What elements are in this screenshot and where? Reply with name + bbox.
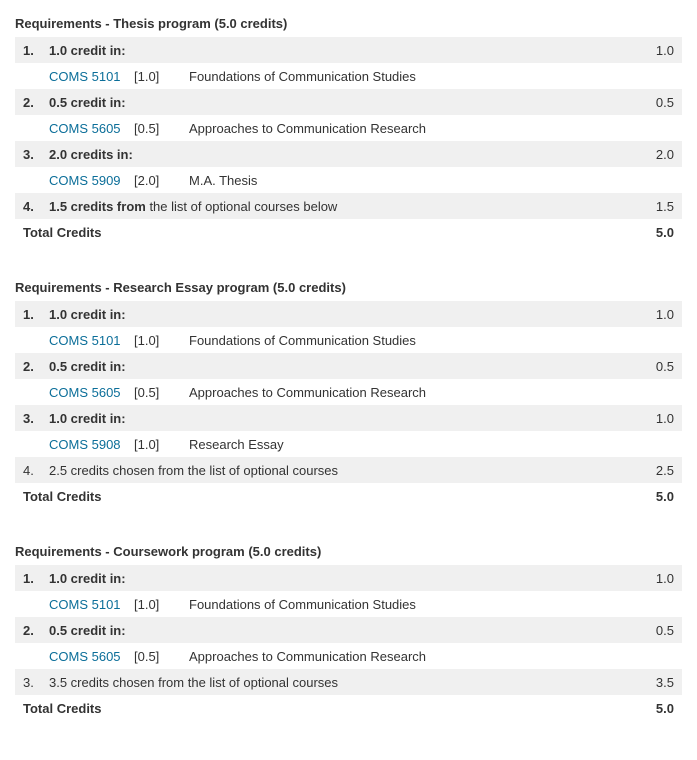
course-row: COMS 5101[1.0]Foundations of Communicati…: [15, 63, 682, 89]
course-code-link[interactable]: COMS 5605: [49, 385, 134, 400]
requirement-number: 4.: [23, 463, 49, 478]
course-unit: [1.0]: [134, 597, 189, 612]
requirements-container: Requirements - Thesis program (5.0 credi…: [15, 10, 682, 722]
requirement-note-label: 1.5 credits from the list of optional co…: [49, 199, 614, 214]
requirement-credit: 1.0: [614, 411, 674, 426]
requirement-number: 3.: [23, 147, 49, 162]
course-unit: [0.5]: [134, 121, 189, 136]
course-unit: [1.0]: [134, 69, 189, 84]
course-row: COMS 5909[2.0]M.A. Thesis: [15, 167, 682, 193]
requirement-number: 1.: [23, 307, 49, 322]
course-row: COMS 5101[1.0]Foundations of Communicati…: [15, 327, 682, 353]
total-credits-value: 5.0: [614, 225, 674, 240]
course-name: M.A. Thesis: [189, 173, 674, 188]
course-unit: [0.5]: [134, 385, 189, 400]
section-title: Requirements - Research Essay program (5…: [15, 274, 682, 301]
course-code-link[interactable]: COMS 5605: [49, 121, 134, 136]
requirement-label: 0.5 credit in:: [49, 359, 614, 374]
requirement-number: 4.: [23, 199, 49, 214]
course-name: Foundations of Communication Studies: [189, 69, 674, 84]
course-name: Research Essay: [189, 437, 674, 452]
course-row: COMS 5908[1.0]Research Essay: [15, 431, 682, 457]
requirements-section: Requirements - Thesis program (5.0 credi…: [15, 10, 682, 246]
course-name: Approaches to Communication Research: [189, 121, 674, 136]
requirement-label: 1.0 credit in:: [49, 43, 614, 58]
requirements-section: Requirements - Coursework program (5.0 c…: [15, 538, 682, 722]
course-name: Approaches to Communication Research: [189, 385, 674, 400]
requirement-credit: 0.5: [614, 359, 674, 374]
requirement-label: 1.0 credit in:: [49, 307, 614, 322]
section-title: Requirements - Thesis program (5.0 credi…: [15, 10, 682, 37]
requirement-credit: 1.0: [614, 307, 674, 322]
section-title: Requirements - Coursework program (5.0 c…: [15, 538, 682, 565]
total-credits-label: Total Credits: [23, 489, 614, 504]
course-row: COMS 5101[1.0]Foundations of Communicati…: [15, 591, 682, 617]
course-unit: [2.0]: [134, 173, 189, 188]
requirement-row: 3.2.0 credits in:2.0: [15, 141, 682, 167]
requirement-note-row: 4.1.5 credits from the list of optional …: [15, 193, 682, 219]
total-credits-row: Total Credits5.0: [15, 695, 682, 722]
course-code-link[interactable]: COMS 5101: [49, 333, 134, 348]
requirement-label: 1.0 credit in:: [49, 411, 614, 426]
requirement-label: 1.0 credit in:: [49, 571, 614, 586]
requirement-number: 2.: [23, 623, 49, 638]
total-credits-label: Total Credits: [23, 225, 614, 240]
requirement-note-row: 4.2.5 credits chosen from the list of op…: [15, 457, 682, 483]
requirement-row: 1.1.0 credit in:1.0: [15, 37, 682, 63]
requirement-number: 1.: [23, 43, 49, 58]
requirements-section: Requirements - Research Essay program (5…: [15, 274, 682, 510]
course-row: COMS 5605[0.5]Approaches to Communicatio…: [15, 379, 682, 405]
requirement-credit: 1.0: [614, 43, 674, 58]
total-credits-value: 5.0: [614, 701, 674, 716]
requirement-label: 2.0 credits in:: [49, 147, 614, 162]
requirement-credit: 1.5: [614, 199, 674, 214]
course-name: Approaches to Communication Research: [189, 649, 674, 664]
requirement-number: 3.: [23, 675, 49, 690]
requirement-credit: 2.5: [614, 463, 674, 478]
course-code-link[interactable]: COMS 5908: [49, 437, 134, 452]
requirement-number: 2.: [23, 95, 49, 110]
course-unit: [0.5]: [134, 649, 189, 664]
requirement-note-label: 3.5 credits chosen from the list of opti…: [49, 675, 614, 690]
total-credits-value: 5.0: [614, 489, 674, 504]
requirement-row: 1.1.0 credit in:1.0: [15, 565, 682, 591]
requirement-label: 0.5 credit in:: [49, 623, 614, 638]
requirement-label: 0.5 credit in:: [49, 95, 614, 110]
requirement-row: 2.0.5 credit in:0.5: [15, 617, 682, 643]
requirement-row: 2.0.5 credit in:0.5: [15, 353, 682, 379]
course-name: Foundations of Communication Studies: [189, 597, 674, 612]
course-code-link[interactable]: COMS 5101: [49, 69, 134, 84]
requirement-number: 3.: [23, 411, 49, 426]
requirement-number: 2.: [23, 359, 49, 374]
requirement-note-row: 3.3.5 credits chosen from the list of op…: [15, 669, 682, 695]
requirement-credit: 2.0: [614, 147, 674, 162]
course-unit: [1.0]: [134, 437, 189, 452]
total-credits-row: Total Credits5.0: [15, 483, 682, 510]
requirement-number: 1.: [23, 571, 49, 586]
requirement-credit: 3.5: [614, 675, 674, 690]
requirement-row: 2.0.5 credit in:0.5: [15, 89, 682, 115]
total-credits-row: Total Credits5.0: [15, 219, 682, 246]
total-credits-label: Total Credits: [23, 701, 614, 716]
course-unit: [1.0]: [134, 333, 189, 348]
course-row: COMS 5605[0.5]Approaches to Communicatio…: [15, 643, 682, 669]
requirement-note-label: 2.5 credits chosen from the list of opti…: [49, 463, 614, 478]
requirement-credit: 0.5: [614, 95, 674, 110]
requirement-credit: 1.0: [614, 571, 674, 586]
requirement-row: 3.1.0 credit in:1.0: [15, 405, 682, 431]
course-code-link[interactable]: COMS 5101: [49, 597, 134, 612]
course-code-link[interactable]: COMS 5605: [49, 649, 134, 664]
course-code-link[interactable]: COMS 5909: [49, 173, 134, 188]
requirement-row: 1.1.0 credit in:1.0: [15, 301, 682, 327]
course-row: COMS 5605[0.5]Approaches to Communicatio…: [15, 115, 682, 141]
course-name: Foundations of Communication Studies: [189, 333, 674, 348]
requirement-credit: 0.5: [614, 623, 674, 638]
